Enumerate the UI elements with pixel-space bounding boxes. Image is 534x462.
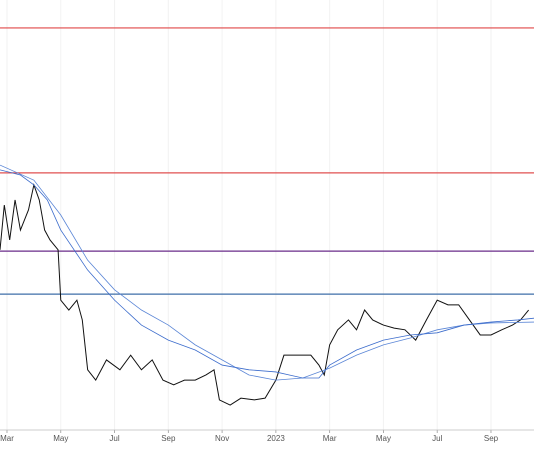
x-tick-label: Mar xyxy=(0,434,14,443)
series-line xyxy=(0,164,534,381)
x-tick-label: Sep xyxy=(161,434,176,443)
series-line xyxy=(0,169,534,379)
x-tick-label: Mar xyxy=(323,434,337,443)
x-tick-label: Jul xyxy=(109,434,119,443)
x-tick-label: 2023 xyxy=(267,434,285,443)
x-tick-label: May xyxy=(376,434,391,443)
x-tick-label: Nov xyxy=(215,434,229,443)
x-tick-label: Sep xyxy=(484,434,499,443)
x-tick-label: Jul xyxy=(432,434,442,443)
series-line xyxy=(0,183,530,406)
x-tick-label: May xyxy=(53,434,68,443)
